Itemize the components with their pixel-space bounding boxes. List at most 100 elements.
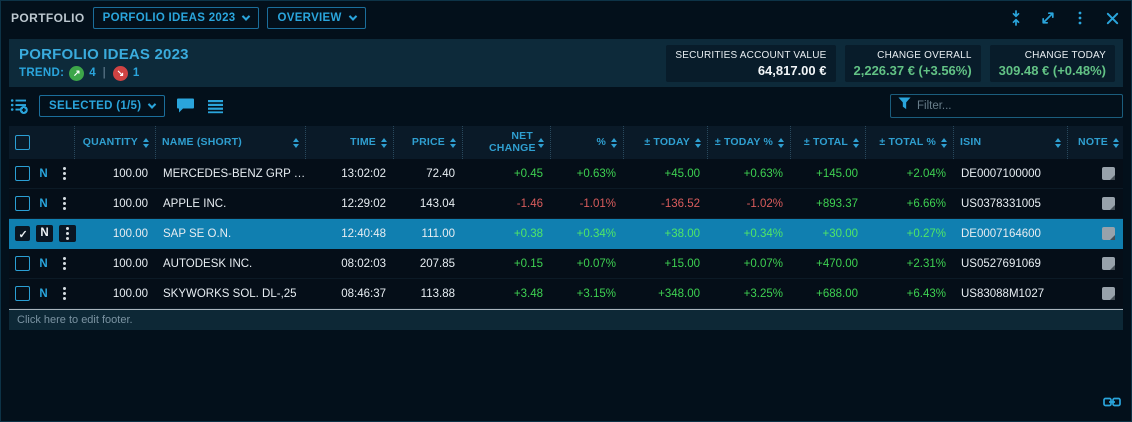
- row-menu-icon[interactable]: [57, 195, 71, 212]
- cell-price: 113.88: [420, 287, 455, 300]
- cell-net-change: +0.38: [513, 227, 543, 240]
- select-all-checkbox[interactable]: [15, 135, 30, 150]
- filter-input[interactable]: [917, 99, 1115, 112]
- column-header-today[interactable]: ± TODAY: [624, 126, 708, 159]
- header-select-all[interactable]: [9, 126, 75, 159]
- stat-securities-account-value: SECURITIES ACCOUNT VALUE 64,817.00 €: [666, 44, 836, 82]
- column-header-price[interactable]: PRICE: [394, 126, 463, 159]
- row-menu-icon[interactable]: [57, 255, 71, 272]
- cell-today: +348.00: [658, 287, 700, 300]
- cell-quantity: 100.00: [112, 227, 148, 240]
- cell-pct: +3.15%: [576, 287, 616, 300]
- sort-icon: [293, 137, 299, 148]
- portfolio-summary: PORFOLIO IDEAS 2023 TREND: ↗ 4 | ↘ 1: [19, 46, 189, 81]
- column-label: TIME: [350, 135, 376, 148]
- sort-icon: [1055, 137, 1061, 148]
- cell-total-pct: +2.04%: [906, 167, 946, 180]
- column-header-today-pct[interactable]: ± TODAY %: [708, 126, 791, 159]
- cell-total-pct: +6.66%: [906, 197, 946, 210]
- filter-funnel-icon: [898, 96, 911, 115]
- note-icon[interactable]: [1102, 227, 1115, 240]
- cell-today: +38.00: [664, 227, 701, 240]
- row-menu-icon[interactable]: [57, 165, 71, 182]
- cell-today: -136.52: [660, 197, 700, 210]
- sort-icon: [695, 137, 701, 148]
- column-header-total-pct[interactable]: ± TOTAL %: [866, 126, 954, 159]
- row-controls: N: [9, 195, 75, 212]
- cell-name: SKYWORKS SOL. DL-,25: [163, 287, 297, 300]
- list-menu-icon[interactable]: [205, 96, 225, 116]
- cell-price: 72.40: [426, 167, 455, 180]
- positions-table: QUANTITY NAME (SHORT) TIME PRICE NET CHA…: [9, 126, 1123, 309]
- cell-time: 08:46:37: [341, 287, 386, 300]
- column-label: PRICE: [411, 135, 445, 148]
- comment-bubble-icon[interactable]: [175, 96, 195, 116]
- portfolio-selector-value: PORFOLIO IDEAS 2023: [102, 12, 236, 24]
- sort-icon: [1113, 137, 1119, 148]
- sort-icon: [941, 137, 947, 148]
- cell-today-pct: -1.02%: [746, 197, 783, 210]
- cell-today-pct: +0.34%: [743, 227, 783, 240]
- cell-isin: DE0007100000: [961, 167, 1041, 180]
- note-icon[interactable]: [1102, 257, 1115, 270]
- table-row[interactable]: N 100.00 AUTODESK INC. 08:02:03 207.85 +…: [9, 249, 1123, 279]
- column-header-net-change[interactable]: NET CHANGE: [463, 126, 551, 159]
- trend-up-icon: ↗: [69, 65, 85, 81]
- table-row[interactable]: N 100.00 MERCEDES-BENZ GRP … 13:02:02 72…: [9, 159, 1123, 189]
- selection-dropdown[interactable]: SELECTED (1/5): [39, 94, 166, 117]
- titlebar: PORTFOLIO PORFOLIO IDEAS 2023 OVERVIEW: [1, 1, 1131, 35]
- column-header-quantity[interactable]: QUANTITY: [75, 126, 156, 159]
- row-checkbox[interactable]: [15, 256, 30, 271]
- note-icon[interactable]: [1102, 287, 1115, 300]
- footer-edit-bar[interactable]: Click here to edit footer.: [9, 309, 1123, 330]
- cell-time: 13:02:02: [341, 167, 386, 180]
- cell-today-pct: +3.25%: [743, 287, 783, 300]
- account-stats: SECURITIES ACCOUNT VALUE 64,817.00 € CHA…: [666, 44, 1115, 82]
- column-header-total[interactable]: ± TOTAL: [791, 126, 866, 159]
- note-icon[interactable]: [1102, 197, 1115, 210]
- kebab-menu-icon[interactable]: [1071, 9, 1089, 27]
- cell-note: [1068, 197, 1125, 210]
- cell-total-pct: +6.43%: [906, 287, 946, 300]
- table-header-row: QUANTITY NAME (SHORT) TIME PRICE NET CHA…: [9, 126, 1123, 159]
- expand-fullscreen-icon[interactable]: [1039, 9, 1057, 27]
- collapse-vertical-icon[interactable]: [1007, 9, 1025, 27]
- column-header-pct[interactable]: %: [551, 126, 624, 159]
- row-menu-icon[interactable]: [57, 285, 71, 302]
- app-label: PORTFOLIO: [11, 11, 85, 25]
- cell-note: [1068, 287, 1125, 300]
- stat-change-overall: CHANGE OVERALL 2,226.37 € (+3.56%): [844, 44, 981, 82]
- cell-name: APPLE INC.: [163, 197, 227, 210]
- column-label: QUANTITY: [82, 135, 138, 148]
- cell-total-pct: +2.31%: [906, 257, 946, 270]
- cell-time: 08:02:03: [341, 257, 386, 270]
- add-position-icon[interactable]: [9, 96, 29, 116]
- row-menu-icon[interactable]: [59, 225, 76, 242]
- stat-label: SECURITIES ACCOUNT VALUE: [675, 49, 827, 61]
- note-icon[interactable]: [1102, 167, 1115, 180]
- table-row[interactable]: N 100.00 APPLE INC. 12:29:02 143.04 -1.4…: [9, 189, 1123, 219]
- cell-name: MERCEDES-BENZ GRP …: [163, 167, 306, 180]
- sort-icon: [450, 137, 456, 148]
- new-flag: N: [39, 257, 48, 270]
- cell-note: [1068, 167, 1125, 180]
- cell-net-change: +3.48: [513, 287, 543, 300]
- column-header-time[interactable]: TIME: [306, 126, 394, 159]
- cell-price: 143.04: [419, 197, 455, 210]
- trend-separator: |: [102, 67, 106, 79]
- row-checkbox[interactable]: [15, 166, 30, 181]
- close-icon[interactable]: [1103, 9, 1121, 27]
- row-checkbox[interactable]: [15, 196, 30, 211]
- row-checkbox-checked[interactable]: [15, 226, 30, 241]
- table-row[interactable]: N 100.00 SKYWORKS SOL. DL-,25 08:46:37 1…: [9, 279, 1123, 309]
- view-selector-dropdown[interactable]: OVERVIEW: [267, 7, 366, 29]
- filter-field[interactable]: [890, 93, 1123, 118]
- table-row-selected[interactable]: N 100.00 SAP SE O.N. 12:40:48 111.00 +0.…: [9, 219, 1123, 249]
- cell-price: 111.00: [421, 227, 455, 240]
- portfolio-selector-dropdown[interactable]: PORFOLIO IDEAS 2023: [92, 7, 260, 29]
- column-header-isin[interactable]: ISIN: [954, 126, 1068, 159]
- row-checkbox[interactable]: [15, 286, 30, 301]
- link-chain-icon[interactable]: [1103, 395, 1121, 413]
- column-header-name[interactable]: NAME (SHORT): [156, 126, 306, 159]
- column-header-note[interactable]: NOTE: [1068, 126, 1125, 159]
